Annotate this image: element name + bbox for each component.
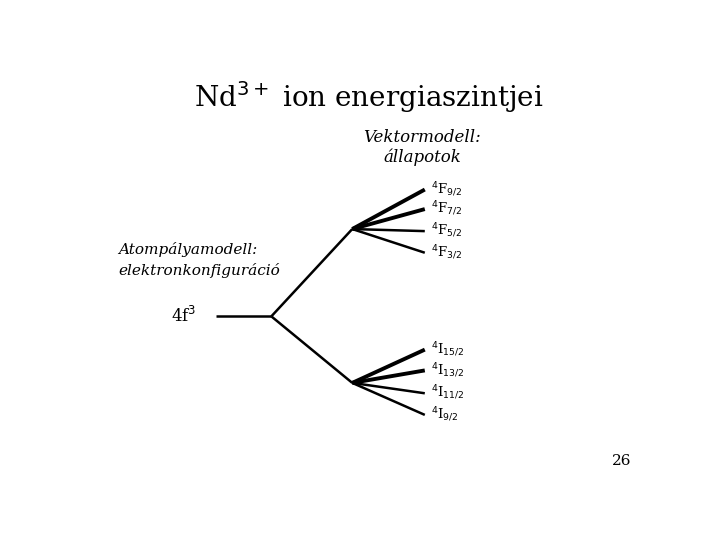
Text: 26: 26 — [612, 454, 631, 468]
Text: $^4$I$_{9/2}$: $^4$I$_{9/2}$ — [431, 406, 459, 424]
Text: Vektormodell:
állapotok: Vektormodell: állapotok — [363, 129, 481, 166]
Text: elektronkonfiguráció: elektronkonfiguráció — [118, 263, 279, 278]
Text: $^4$I$_{15/2}$: $^4$I$_{15/2}$ — [431, 341, 464, 359]
Text: $^4$I$_{13/2}$: $^4$I$_{13/2}$ — [431, 361, 464, 380]
Text: Nd$^{3+}$ ion energiaszintjei: Nd$^{3+}$ ion energiaszintjei — [194, 79, 544, 115]
Text: Atompályamodell:: Atompályamodell: — [118, 242, 257, 258]
Text: $^4$F$_{5/2}$: $^4$F$_{5/2}$ — [431, 222, 463, 240]
Text: $^4$F$_{3/2}$: $^4$F$_{3/2}$ — [431, 244, 463, 262]
Text: $^4$I$_{11/2}$: $^4$I$_{11/2}$ — [431, 384, 464, 402]
Text: $^4$F$_{9/2}$: $^4$F$_{9/2}$ — [431, 180, 463, 199]
Text: $^4$F$_{7/2}$: $^4$F$_{7/2}$ — [431, 200, 463, 218]
Text: 4f$^3$: 4f$^3$ — [171, 306, 196, 326]
